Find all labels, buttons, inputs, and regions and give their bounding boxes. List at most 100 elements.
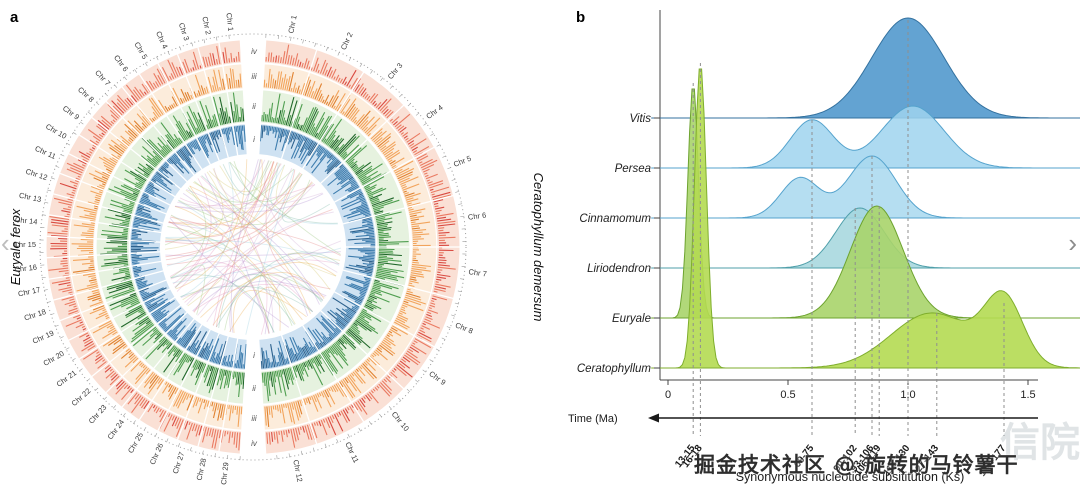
chromosome-label: Chr 26 bbox=[148, 442, 165, 466]
synteny-chord bbox=[185, 165, 244, 220]
scale-tick bbox=[430, 133, 435, 136]
synteny-chord bbox=[168, 161, 274, 238]
synteny-chord bbox=[201, 175, 322, 303]
scale-tick bbox=[156, 56, 159, 61]
synteny-chord bbox=[229, 280, 327, 333]
synteny-chord bbox=[165, 236, 226, 279]
species-label: Euryale bbox=[612, 313, 651, 325]
watermark: 掘金技术社区 @ 旋转的马铃薯干 bbox=[694, 453, 1019, 477]
synteny-chord bbox=[165, 172, 302, 261]
synteny-chord bbox=[281, 173, 331, 223]
scale-tick bbox=[133, 420, 136, 424]
synteny-chord bbox=[194, 163, 281, 203]
scale-tick bbox=[451, 314, 456, 317]
species-name-left: Euryale ferox bbox=[8, 208, 23, 285]
synteny-chord bbox=[200, 175, 268, 335]
synteny-chord bbox=[229, 287, 281, 333]
scale-tick bbox=[447, 167, 452, 170]
scale-tick bbox=[179, 46, 182, 51]
chromosome-label: Chr 7 bbox=[93, 68, 112, 88]
scale-tick bbox=[435, 348, 440, 352]
synteny-chord bbox=[170, 274, 275, 333]
scale-tick bbox=[123, 76, 127, 81]
density-ceratophyllum bbox=[651, 68, 1080, 369]
scale-tick bbox=[50, 313, 55, 316]
chromosome-label: Chr 7 bbox=[468, 267, 487, 278]
scale-tick bbox=[446, 326, 451, 329]
synteny-chord bbox=[164, 168, 295, 246]
synteny-chord bbox=[174, 260, 274, 333]
scale-tick bbox=[451, 178, 456, 181]
synteny-chord bbox=[189, 161, 274, 229]
scale-tick bbox=[215, 36, 218, 41]
scale-tick bbox=[134, 69, 138, 73]
scale-tick bbox=[359, 63, 363, 68]
scale-tick bbox=[326, 46, 329, 51]
scale-tick bbox=[300, 450, 303, 455]
scale-tick bbox=[302, 39, 304, 44]
chromosome-label: Chr 15 bbox=[13, 240, 36, 249]
synteny-chord bbox=[265, 162, 331, 290]
synteny-chord bbox=[170, 214, 270, 334]
chromosome-label: Chr 19 bbox=[31, 328, 55, 345]
track-label: ii bbox=[252, 102, 256, 111]
chromosome-label: Chr 5 bbox=[452, 154, 472, 169]
scale-tick bbox=[312, 447, 315, 452]
scale-tick bbox=[44, 201, 49, 204]
synteny-chord bbox=[186, 211, 334, 306]
synteny-chord bbox=[175, 159, 248, 290]
panel-a-circos-plot: a Euryale ferox Ceratophyllum demersum C… bbox=[8, 9, 546, 485]
scale-tick bbox=[41, 276, 46, 279]
x-tick-label: 0.5 bbox=[780, 389, 795, 401]
species-label: Persea bbox=[615, 163, 651, 175]
scale-tick bbox=[189, 447, 192, 452]
scale-tick bbox=[95, 101, 100, 106]
scale-tick bbox=[79, 121, 84, 125]
nav-next-arrow[interactable]: › bbox=[1068, 228, 1077, 258]
synteny-chord bbox=[206, 167, 293, 323]
track-label: ii bbox=[252, 384, 256, 393]
synteny-chord bbox=[204, 173, 271, 334]
nav-prev-arrow[interactable]: ‹ bbox=[1, 228, 10, 258]
track-label: iii bbox=[251, 414, 257, 423]
synteny-chord bbox=[192, 271, 309, 317]
scale-tick bbox=[94, 387, 99, 391]
scale-tick bbox=[59, 336, 64, 339]
scale-tick bbox=[460, 278, 465, 280]
scale-tick bbox=[104, 92, 108, 97]
chromosome-label: Chr 3 bbox=[177, 21, 191, 41]
scale-tick bbox=[203, 39, 206, 44]
scale-tick bbox=[348, 57, 352, 61]
synteny-chord bbox=[174, 264, 206, 315]
synteny-chord bbox=[165, 216, 224, 258]
scale-tick bbox=[166, 438, 169, 443]
synteny-chord bbox=[257, 286, 295, 333]
scale-tick bbox=[87, 111, 92, 115]
scale-tick bbox=[406, 388, 411, 393]
synteny-chord bbox=[172, 178, 212, 285]
species-label: Ceratophyllum bbox=[577, 363, 652, 375]
scale-tick bbox=[370, 70, 373, 74]
scale-tick bbox=[177, 443, 180, 448]
chromosome-label: Chr 16 bbox=[14, 263, 37, 274]
synteny-chord bbox=[213, 163, 282, 326]
chromosome-label: Chr 22 bbox=[70, 386, 93, 408]
track-iii-band bbox=[69, 64, 244, 430]
scale-tick bbox=[368, 421, 372, 425]
chromosome-label: Chr 29 bbox=[219, 462, 230, 485]
synteny-chord bbox=[165, 240, 204, 289]
scale-tick bbox=[407, 103, 412, 107]
chromosome-label: Chr 17 bbox=[17, 285, 41, 298]
scale-tick bbox=[112, 405, 117, 409]
synteny-chord bbox=[212, 168, 296, 325]
synteny-chord bbox=[232, 290, 307, 333]
time-axis-label: Time (Ma) bbox=[568, 413, 618, 425]
track-label: i bbox=[253, 351, 255, 360]
synteny-chord bbox=[180, 162, 234, 298]
panel-b-ridgeline-plot: b Time (Ma) Synonymous nucleotide subsit… bbox=[568, 9, 1080, 484]
synteny-chord bbox=[166, 162, 279, 267]
synteny-chord bbox=[170, 200, 228, 237]
synteny-chord bbox=[169, 261, 270, 334]
scale-tick bbox=[191, 42, 194, 47]
track-label: iv bbox=[251, 439, 258, 448]
